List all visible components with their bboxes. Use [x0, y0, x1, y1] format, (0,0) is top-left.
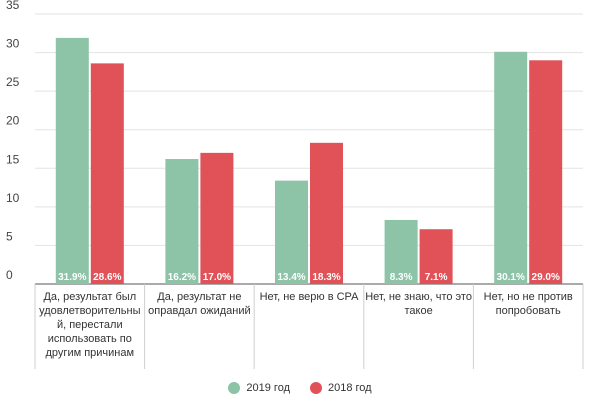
category-label-1: Да, результат не оправдал ожиданий [145, 290, 253, 318]
legend-item-2019[interactable]: 2019 год [228, 382, 290, 394]
data-labels: 31.9% 28.6% 16.2% 17.0% 13.4% 18.3% 8.3% 7.1% 30… [58, 272, 560, 283]
bars [55, 37, 563, 285]
category-label-line: удовлетворительны [39, 305, 141, 317]
y-tick-label: 25 [6, 75, 20, 89]
category-label-line: такое [404, 305, 433, 317]
category-dividers [34, 284, 584, 369]
legend-dot-2019 [228, 382, 241, 394]
legend-label-2018: 2018 год [328, 382, 372, 394]
bar-2019-4[interactable] [494, 51, 528, 284]
y-tick-label: 20 [6, 114, 20, 128]
legend: 2019 год 2018 год [0, 382, 600, 394]
category-label-line: другим причинам [45, 347, 135, 359]
category-label-line: попробовать [495, 305, 561, 317]
bar-2018-1[interactable] [200, 152, 234, 284]
category-label-line: Нет, но не против [483, 291, 573, 303]
category-label-0: Да, результат был удовлетворительны й, пер… [36, 290, 144, 360]
bar-2019-1[interactable] [165, 159, 199, 284]
bar-2018-2[interactable] [310, 142, 343, 284]
data-label-2019-3: 8.3% [390, 272, 413, 283]
y-tick-label: 5 [6, 229, 13, 243]
data-label-2019-4: 30.1% [497, 272, 525, 283]
legend-dot-2018 [310, 382, 322, 394]
grid-lines [35, 13, 583, 285]
category-label-3: Нет, не знаю, что это такое [365, 290, 473, 318]
category-label-line: Нет, не знаю, что это [365, 291, 472, 303]
data-label-2018-3: 7.1% [425, 272, 448, 283]
y-axis-tick-labels: 0 5 10 15 20 25 30 35 [6, 0, 20, 282]
data-label-2019-1: 16.2% [168, 272, 196, 283]
data-label-2018-4: 29.0% [532, 272, 560, 283]
y-tick-label: 10 [6, 191, 20, 205]
bar-2018-3[interactable] [419, 229, 453, 284]
category-label-line: й, перестали [56, 319, 123, 331]
category-label-line: оправдал ожиданий [148, 305, 251, 317]
y-tick-label: 30 [6, 37, 20, 51]
bar-2019-2[interactable] [275, 180, 308, 284]
y-tick-label: 15 [6, 152, 20, 166]
legend-label-2019: 2019 год [246, 382, 290, 394]
data-label-2019-2: 13.4% [277, 272, 305, 283]
data-label-2018-1: 17.0% [203, 272, 231, 283]
data-label-2019-0: 31.9% [58, 272, 86, 283]
category-label-line: Нет, не верю в CPA [259, 291, 359, 303]
y-tick-label: 0 [6, 268, 13, 282]
bar-2018-0[interactable] [90, 63, 124, 284]
category-label-line: Да, результат был [43, 291, 137, 303]
y-tick-label: 35 [6, 0, 20, 12]
legend-item-2018[interactable]: 2018 год [310, 382, 372, 394]
bar-2019-0[interactable] [55, 37, 89, 284]
category-label-2: Нет, не верю в CPA [255, 290, 363, 304]
data-label-2018-2: 18.3% [312, 272, 340, 283]
data-label-2018-0: 28.6% [93, 272, 121, 283]
category-label-line: использовать по [47, 333, 132, 345]
bar-2018-4[interactable] [529, 60, 563, 285]
category-label-line: Да, результат не [157, 291, 242, 303]
category-label-4: Нет, но не против попробовать [474, 290, 582, 318]
bar-2019-3[interactable] [384, 219, 418, 284]
